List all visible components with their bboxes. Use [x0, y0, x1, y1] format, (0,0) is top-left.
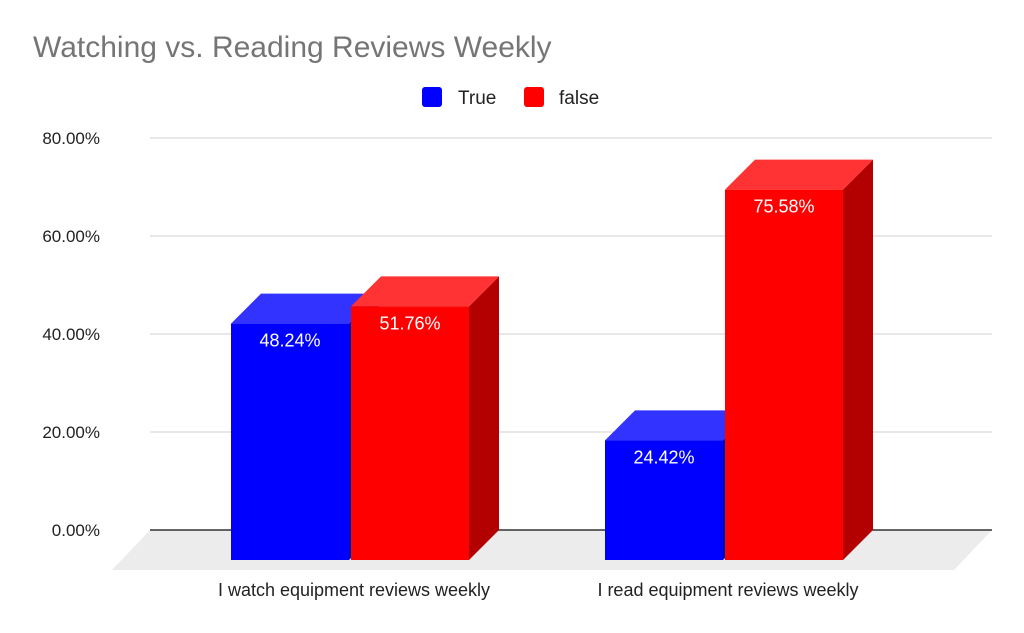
legend-swatch-true	[422, 87, 442, 107]
bar-side	[843, 159, 873, 560]
chart-title: Watching vs. Reading Reviews Weekly	[33, 31, 552, 64]
y-tick-label: 40.00%	[42, 325, 100, 344]
bar-true-1: 48.24%	[231, 293, 379, 560]
bars: 48.24% 51.76% 24.42% 75.58%	[231, 159, 873, 560]
data-label: 24.42%	[633, 447, 694, 467]
bar-side	[469, 276, 499, 560]
bar-front	[231, 323, 349, 560]
bar-top	[605, 410, 753, 441]
bar-false-2: 75.58%	[725, 159, 873, 560]
legend-label-true: True	[458, 88, 496, 109]
bar-front	[725, 189, 843, 560]
x-category-label: I watch equipment reviews weekly	[218, 580, 490, 600]
data-label: 48.24%	[259, 331, 320, 351]
x-category-label: I read equipment reviews weekly	[597, 580, 858, 600]
x-axis: I watch equipment reviews weekly I read e…	[218, 580, 859, 600]
y-tick-label: 60.00%	[42, 227, 100, 246]
bar-top	[231, 293, 379, 324]
legend-label-false: false	[559, 88, 599, 109]
y-tick-label: 80.00%	[42, 129, 100, 148]
legend: True false	[422, 87, 599, 109]
legend-swatch-false	[524, 87, 544, 107]
data-label: 51.76%	[379, 313, 440, 333]
y-tick-label: 20.00%	[42, 423, 100, 442]
data-label: 75.58%	[753, 197, 814, 217]
bar-front	[351, 306, 469, 560]
bar-top	[351, 276, 499, 307]
bar-front	[605, 440, 723, 560]
y-axis: 0.00% 20.00% 40.00% 60.00% 80.00%	[42, 129, 100, 540]
y-tick-label: 0.00%	[52, 521, 100, 540]
bar-false-1: 51.76%	[351, 276, 499, 560]
bar-top	[725, 159, 873, 190]
